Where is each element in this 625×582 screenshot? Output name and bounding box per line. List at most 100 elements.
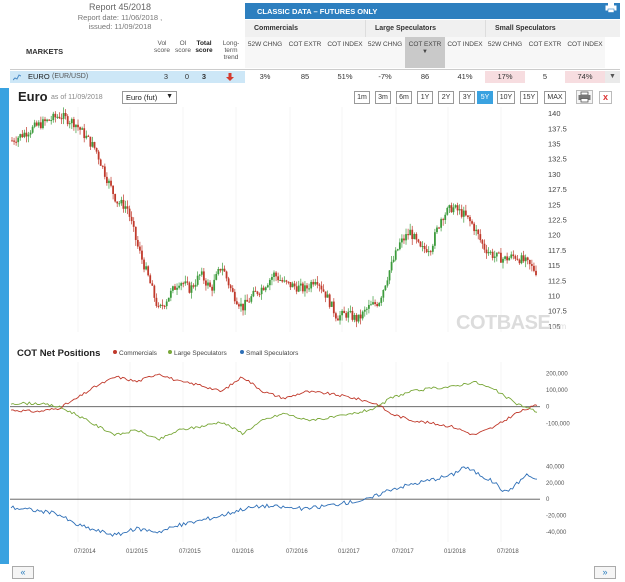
candle-body [456, 205, 459, 211]
range-max-button[interactable]: MAX [544, 91, 566, 104]
group-commercials: Commercials [245, 20, 365, 37]
candle-body [256, 291, 259, 295]
candle-body [473, 223, 476, 232]
candle-body [308, 288, 310, 290]
candle-body [254, 290, 257, 292]
legend-large-speculators[interactable]: Large Speculators [168, 350, 227, 357]
candle-body [54, 113, 57, 118]
positions-grid [10, 362, 540, 542]
col-large-cot-extr[interactable]: COT EXTR ▼ [405, 37, 445, 68]
candle-body [159, 304, 162, 306]
legend-dot-icon [240, 350, 244, 354]
range-3m-button[interactable]: 3m [375, 91, 391, 104]
positions-y-axis: -100,000 0 100,000 200,000 -40,000 -20,000 0 20… [546, 371, 570, 536]
candle-body [213, 279, 216, 291]
range-3y-button[interactable]: 3Y [459, 91, 475, 104]
cell-comm-cot-extr: 85 [300, 72, 310, 81]
candle-body [190, 285, 193, 293]
candle-body [460, 209, 463, 217]
candle-body [21, 134, 24, 138]
candle-body [122, 199, 125, 209]
range-5y-button[interactable]: 5Y [477, 91, 493, 104]
candle-body [312, 281, 315, 285]
close-chart-button[interactable]: x [599, 91, 612, 104]
candle-body [522, 255, 525, 262]
print-chart-button[interactable] [576, 90, 593, 104]
vol-score-value: 3 [163, 72, 169, 81]
col-comm-52w-chng[interactable]: 52W CHNG [245, 37, 285, 68]
candle-body [58, 116, 61, 119]
candle-body [50, 120, 53, 122]
candle-body [440, 219, 443, 228]
candle-body [221, 268, 224, 271]
candle-body [326, 294, 329, 298]
candle-body [184, 281, 187, 284]
col-large-52w-chng[interactable]: 52W CHNG [365, 37, 405, 68]
candle-body [471, 221, 473, 224]
candle-body [483, 243, 486, 250]
range-1y-button[interactable]: 1Y [417, 91, 433, 104]
col-large-cot-index[interactable]: COT INDEX [445, 37, 485, 68]
cell-comm-52w-chng: 3% [259, 72, 271, 81]
market-row-euro[interactable]: EURO (EUR/USD) 3 0 3 [10, 71, 245, 83]
candle-body [277, 276, 280, 281]
candle-body [33, 122, 36, 127]
lower-y-tick-label: 40,000 [546, 465, 565, 471]
candle-body [444, 214, 447, 220]
range-15y-button[interactable]: 15Y [520, 91, 538, 104]
candle-body [29, 132, 32, 135]
candle-body [97, 151, 100, 160]
candle-body [446, 207, 449, 215]
classic-data-header: CLASSIC DATA – FUTURES ONLY [245, 3, 620, 19]
range-10y-button[interactable]: 10Y [497, 91, 515, 104]
candle-body [450, 205, 453, 213]
cotbase-watermark: COTBASE.com [456, 312, 566, 335]
candle-body [141, 250, 143, 260]
watermark-text: COTBASE [456, 312, 551, 334]
col-small-cot-index[interactable]: COT INDEX [565, 37, 605, 68]
candle-body [48, 119, 51, 121]
x-tick-label: 07/2017 [392, 549, 414, 555]
report-date: Report date: 11/06/2018 , [77, 13, 163, 22]
candle-body [285, 280, 288, 282]
candle-body [306, 285, 308, 289]
candle-body [431, 245, 434, 252]
candle-body [273, 272, 275, 278]
candle-body [25, 132, 28, 137]
row-dropdown-button[interactable]: ▼ [605, 71, 620, 83]
candle-body [202, 271, 205, 281]
candle-body [500, 252, 502, 263]
candle-body [392, 259, 395, 262]
legend-label: Large Speculators [174, 350, 227, 357]
candle-body [504, 256, 506, 259]
candle-body [163, 305, 166, 307]
candle-body [217, 268, 220, 275]
candle-body [211, 286, 214, 291]
candle-body [194, 284, 197, 287]
col-comm-cot-extr[interactable]: COT EXTR [285, 37, 325, 68]
candle-body [297, 285, 300, 292]
candle-body [248, 301, 251, 303]
candle-body [454, 205, 457, 208]
candle-body [390, 261, 393, 271]
col-small-cot-extr[interactable]: COT EXTR [525, 37, 565, 68]
oi-score-header: OI score [175, 40, 191, 54]
candle-body [155, 297, 158, 306]
nav-next-button[interactable]: » [594, 566, 616, 579]
range-6m-button[interactable]: 6m [396, 91, 412, 104]
print-icon[interactable] [605, 2, 617, 13]
upper-y-tick-label: 100,000 [546, 388, 568, 394]
candle-body [134, 226, 137, 240]
nav-prev-button[interactable]: « [12, 566, 34, 579]
legend-commercials[interactable]: Commercials [113, 350, 157, 357]
candle-body [341, 310, 343, 316]
range-1m-button[interactable]: 1m [354, 91, 370, 104]
cell-small-cot-index: 74% [565, 71, 605, 83]
col-comm-cot-index[interactable]: COT INDEX [325, 37, 365, 68]
candle-body [415, 233, 418, 240]
range-2y-button[interactable]: 2Y [438, 91, 454, 104]
col-small-52w-chng[interactable]: 52W CHNG [485, 37, 525, 68]
candle-body [384, 285, 387, 290]
legend-small-speculators[interactable]: Small Speculators [240, 350, 298, 357]
contract-select[interactable]: Euro (fut) ▼ [122, 91, 177, 104]
